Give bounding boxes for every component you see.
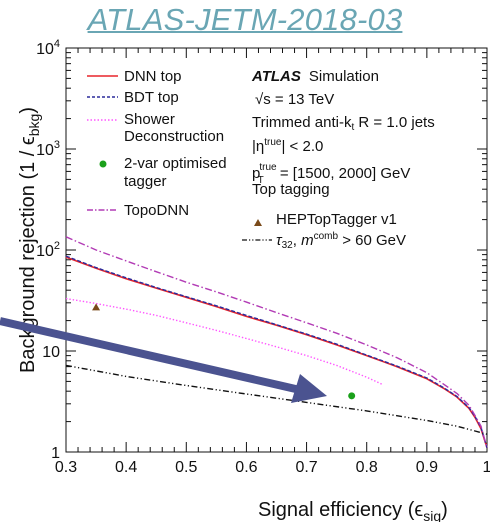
x-axis-title: Signal efficiency (ϵsig) — [258, 499, 448, 522]
y-tick-label: 104 — [36, 38, 60, 58]
y-axis-title: Background rejection (1 / ϵbkg) — [17, 107, 42, 373]
y-tick-label: 102 — [36, 240, 60, 260]
legend-entry-shower: Shower Deconstruction — [87, 111, 224, 145]
points-layer — [92, 303, 356, 400]
point-marker-hep — [92, 303, 101, 311]
tagging-label: Top tagging — [252, 181, 330, 198]
legend-marker-hep — [254, 219, 262, 226]
arrow-shaft — [0, 317, 301, 394]
y-tick-label: 1 — [51, 445, 60, 462]
energy-label: √s = 13 TeV — [255, 91, 334, 108]
y-tick-label: 10 — [42, 344, 60, 361]
x-tick-label: 0.7 — [295, 459, 317, 476]
point-marker-2var — [348, 392, 356, 400]
series-line-4 — [65, 364, 488, 435]
legend-label-tau32: τ32, mcomb > 60 GeV — [276, 231, 406, 251]
legend-label-2var: 2-var optimised tagger — [124, 155, 231, 190]
eta-label: |ηtrue| < 2.0 — [252, 137, 323, 155]
legend-entry-2var: 2-var optimised tagger — [99, 155, 231, 190]
pt-label: ptrue T = [1500, 2000] GeV — [252, 162, 410, 186]
x-tick-label: 0.9 — [416, 459, 438, 476]
legend-label-dnn: DNN top — [124, 68, 182, 85]
jets-label: Trimmed anti-kt R = 1.0 jets — [252, 114, 435, 133]
plot-frame — [65, 47, 488, 453]
overlay-arrow — [0, 317, 327, 403]
legend-label-bdt: BDT top — [124, 89, 179, 106]
x-tick-label: 0.8 — [356, 459, 378, 476]
legend-entry-tau32: τ32, mcomb > 60 GeV — [242, 231, 406, 251]
x-tick-label: 0.3 — [55, 459, 77, 476]
series-line-3 — [65, 236, 488, 448]
header-link[interactable]: ATLAS-JETM-2018-03 — [87, 2, 403, 37]
arrow-head — [291, 374, 327, 403]
series-layer — [65, 236, 488, 449]
legend-entry-dnn: DNN top — [87, 68, 182, 85]
legend-entry-hep: HEPTopTagger v1 — [254, 211, 397, 228]
legend: DNN top BDT top Shower Deconstruction 2-… — [87, 68, 231, 219]
legend-entry-topodnn: TopoDNN — [87, 202, 189, 219]
x-tick-label: 0.4 — [115, 459, 137, 476]
axis-ticks: 0.3 0.4 0.5 0.6 0.7 0.8 0.9 1 1 10 102 103 104 — [36, 38, 490, 476]
series-line-1 — [65, 255, 488, 448]
legend-marker-2var — [99, 160, 107, 168]
x-tick-label: 0.6 — [235, 459, 257, 476]
legend-label-hep: HEPTopTagger v1 — [276, 211, 397, 228]
x-tick-label: 0.5 — [175, 459, 197, 476]
atlas-label: ATLAS Simulation — [251, 68, 379, 85]
legend-entry-bdt: BDT top — [87, 89, 179, 106]
legend-label-topodnn: TopoDNN — [124, 202, 189, 219]
atlas-annotation: ATLAS Simulation √s = 13 TeV Trimmed anti… — [242, 68, 435, 251]
y-tick-label: 103 — [36, 139, 60, 159]
x-tick-label: 1 — [483, 459, 490, 476]
legend-label-shower: Shower Deconstruction — [124, 111, 224, 145]
